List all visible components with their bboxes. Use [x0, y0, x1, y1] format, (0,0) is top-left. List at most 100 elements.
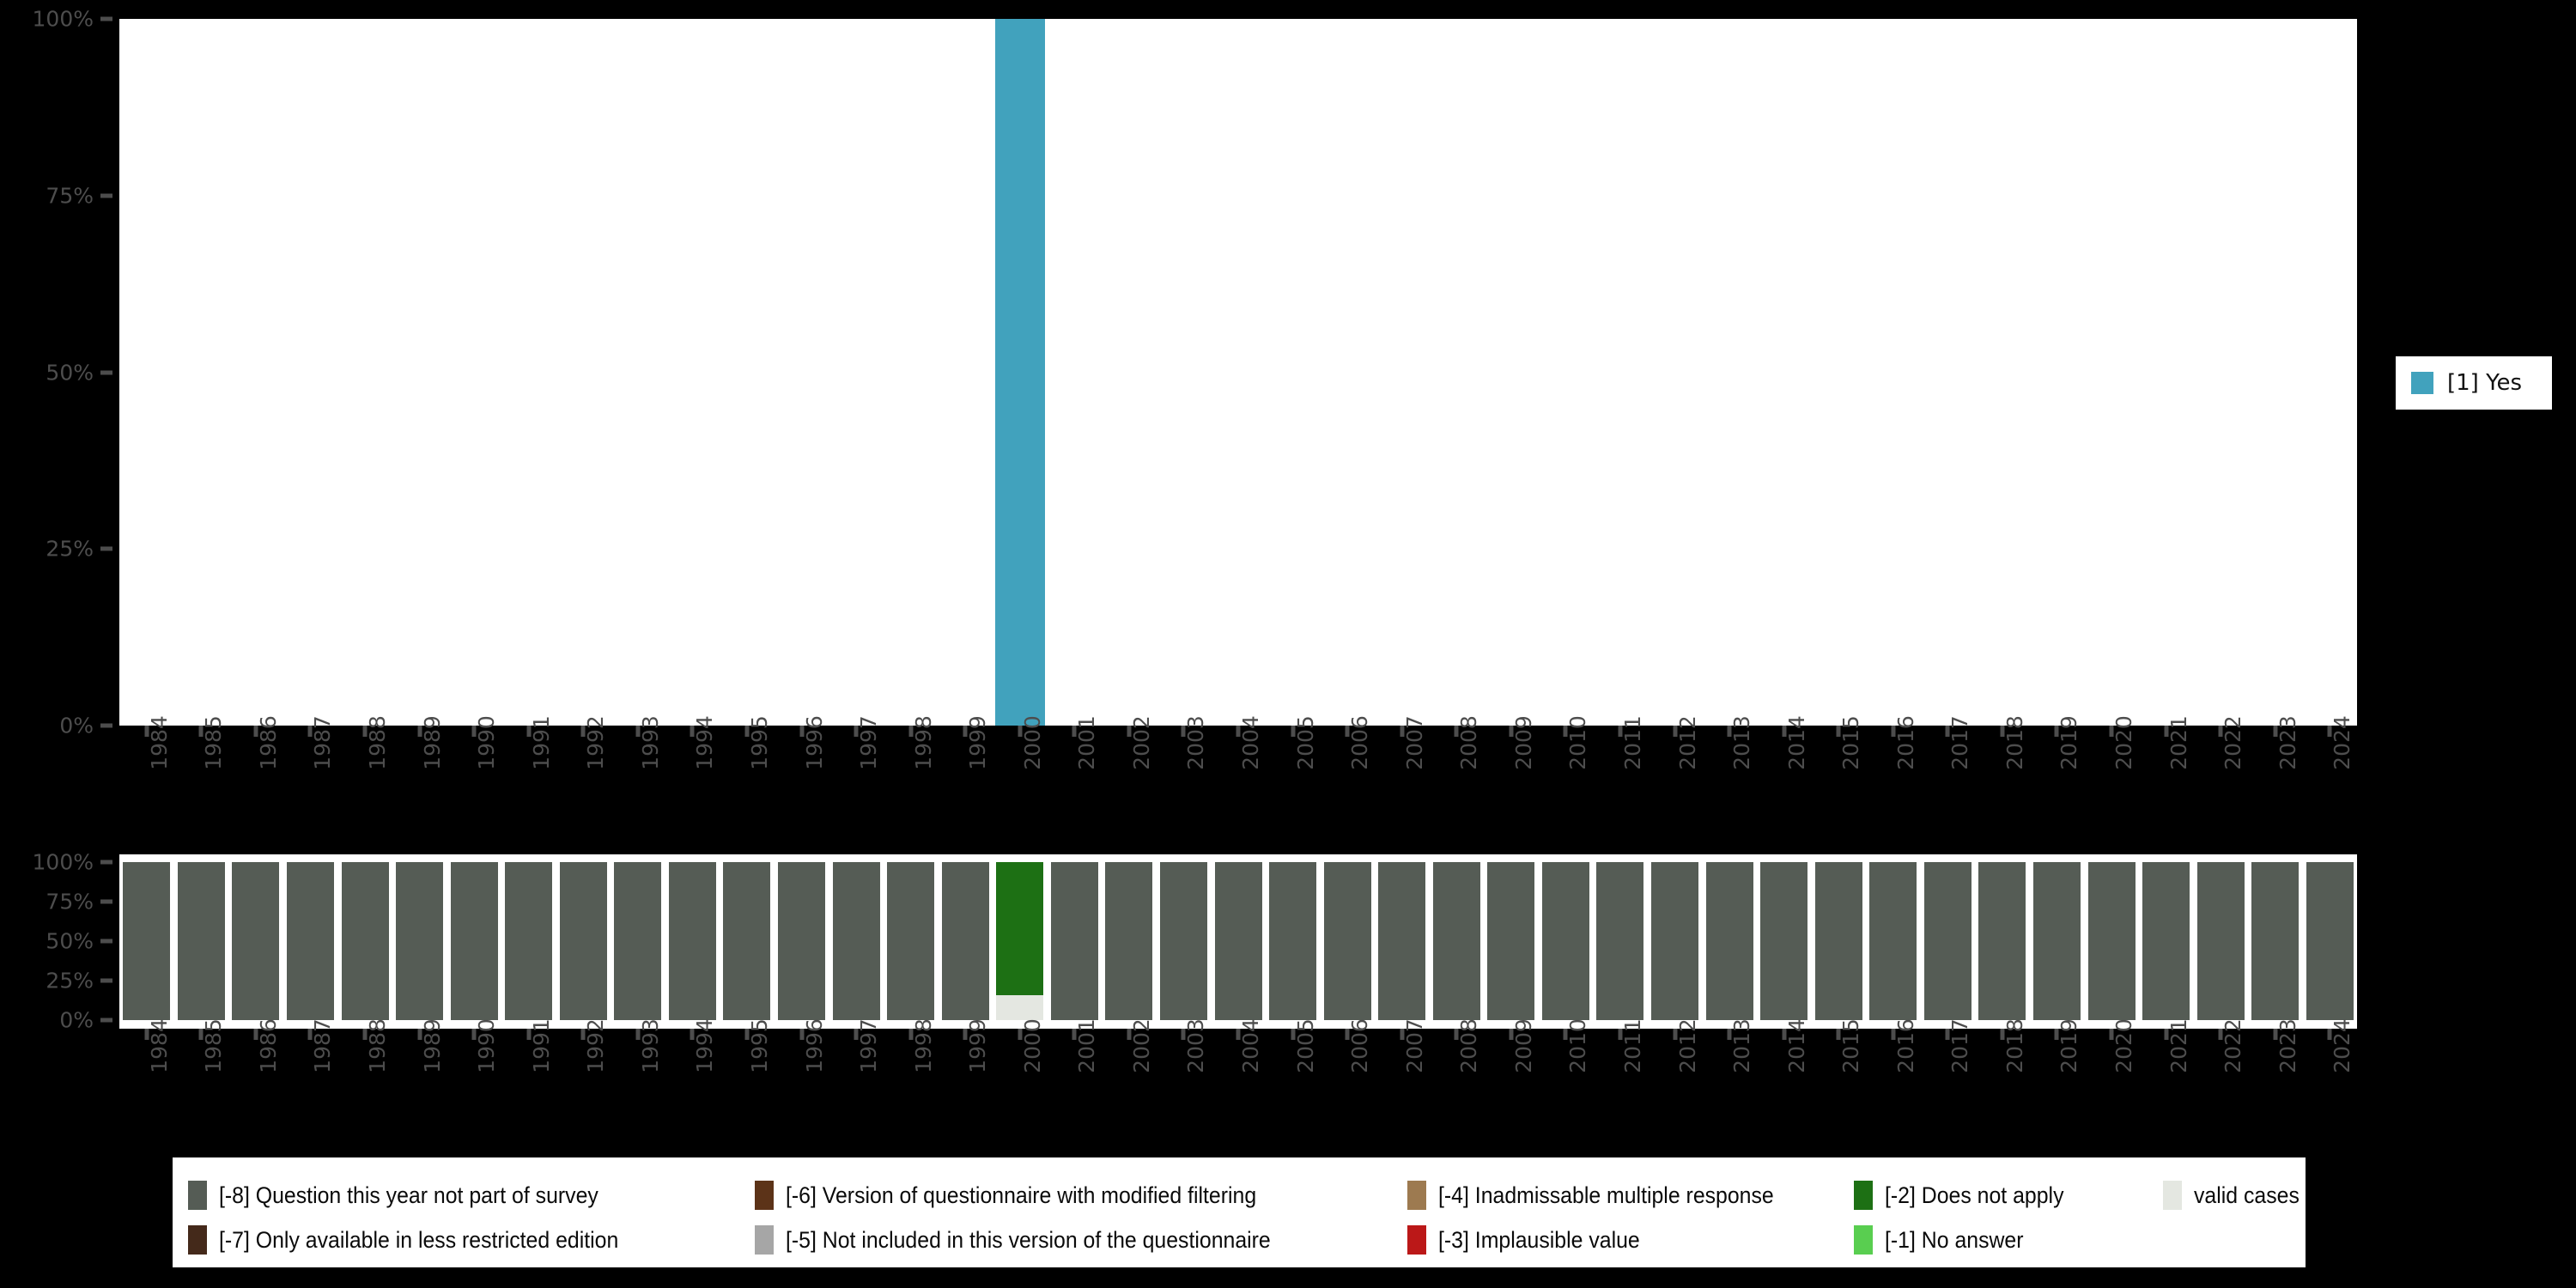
missing-chart-x-tick-label: 2004 [1238, 1018, 1264, 1073]
missing-chart-x-slot: 2009 [1484, 1018, 1539, 1153]
main-chart-x-tick-mark [854, 726, 859, 737]
missing-chart-x-tick-label: 2013 [1729, 1018, 1755, 1073]
legend-item--7[interactable]: [-7] Only available in less restricted e… [188, 1225, 755, 1255]
missing-bar-stack[interactable] [1269, 862, 1317, 1020]
missing-bar-stack[interactable] [1869, 862, 1917, 1020]
missing-bar-stack[interactable] [1814, 862, 1862, 1020]
missing-bar-stack[interactable] [614, 862, 662, 1020]
main-chart-x-slot: 1992 [556, 715, 611, 859]
missing-bar-stack[interactable] [2087, 862, 2136, 1020]
main-bar-slot [1648, 19, 1703, 726]
main-bar-slot [993, 19, 1048, 726]
missing-bar-segment [505, 862, 553, 1020]
main-chart-x-tick-mark [1072, 726, 1077, 737]
missing-bar-stack[interactable] [723, 862, 771, 1020]
missing-bar-stack[interactable] [832, 862, 880, 1020]
legend-item--4[interactable]: [-4] Inadmissable multiple response [1407, 1181, 1854, 1210]
missing-bar-stack[interactable] [1487, 862, 1535, 1020]
main-bar-slot [611, 19, 665, 726]
main-bar-slot [2139, 19, 2194, 726]
main-chart-x-tick-mark [963, 726, 968, 737]
missing-chart-x-tick-mark [908, 1029, 914, 1040]
missing-chart-x-slot: 1998 [884, 1018, 939, 1153]
missing-bar-stack[interactable] [2142, 862, 2190, 1020]
legend-swatch-yes [2411, 372, 2433, 394]
missing-bar-stack[interactable] [887, 862, 935, 1020]
missing-bar-stack[interactable] [778, 862, 826, 1020]
missing-bar-stack[interactable] [1432, 862, 1480, 1020]
missing-chart-x-tick-mark [1291, 1029, 1296, 1040]
main-chart-x-tick-label: 1988 [365, 715, 391, 770]
missing-bar-stack[interactable] [559, 862, 607, 1020]
main-bar-slot [1975, 19, 2030, 726]
legend-item--1[interactable]: [-1] No answer [1854, 1225, 2163, 1255]
missing-bar-stack[interactable] [1105, 862, 1153, 1020]
missing-bar-segment [2142, 862, 2190, 1020]
missing-bar-stack[interactable] [941, 862, 989, 1020]
missing-bar-stack[interactable] [2032, 862, 2081, 1020]
legend-label--7: [-7] Only available in less restricted e… [219, 1226, 619, 1253]
missing-bar-stack[interactable] [668, 862, 716, 1020]
missing-chart-x-tick-label: 2007 [1401, 1018, 1427, 1073]
main-y-tick-label: 25% [46, 536, 94, 562]
missing-bar-stack[interactable] [450, 862, 498, 1020]
missing-bar-stack[interactable] [2251, 862, 2300, 1020]
missing-bar-stack[interactable] [505, 862, 553, 1020]
missing-bar-stack[interactable] [1651, 862, 1699, 1020]
missing-chart-x-slot: 1989 [392, 1018, 447, 1153]
missing-codes-legend[interactable]: [-8] Question this year not part of surv… [173, 1157, 2306, 1267]
main-bar-slot [1157, 19, 1212, 726]
legend-item-valid[interactable]: valid cases [2163, 1181, 2318, 1210]
missing-chart-x-tick-mark [2109, 1029, 2114, 1040]
legend-item--6[interactable]: [-6] Version of questionnaire with modif… [755, 1181, 1407, 1210]
missing-bar-stack[interactable] [1705, 862, 1753, 1020]
missing-bar-stack[interactable] [123, 862, 171, 1020]
main-bar-slot [775, 19, 829, 726]
missing-bar-stack[interactable] [1923, 862, 1971, 1020]
missing-bar-stack[interactable] [1596, 862, 1644, 1020]
missing-bar-stack[interactable] [1214, 862, 1262, 1020]
missing-bar-segment [1596, 862, 1644, 1020]
main-chart-x-slot: 2002 [1102, 715, 1157, 859]
legend-item--5[interactable]: [-5] Not included in this version of the… [755, 1225, 1407, 1255]
missing-bar-stack[interactable] [177, 862, 225, 1020]
missing-bar-slot [1157, 854, 1212, 1029]
missing-chart-x-tick-label: 1984 [146, 1018, 172, 1073]
missing-bar-stack[interactable] [1050, 862, 1098, 1020]
missing-bar-stack[interactable] [996, 862, 1044, 1020]
main-chart-x-slot: 2006 [1320, 715, 1375, 859]
missing-bar-stack[interactable] [2196, 862, 2245, 1020]
missing-bar-stack[interactable] [2306, 862, 2354, 1020]
missing-chart-x-tick-label: 2001 [1074, 1018, 1100, 1073]
main-chart-x-tick-mark [580, 726, 586, 737]
missing-chart-x-tick-label: 2011 [1619, 1018, 1645, 1073]
main-chart-x-tick-mark [2218, 726, 2223, 737]
main-chart-x-tick-label: 2006 [1347, 715, 1373, 770]
missing-bar-stack[interactable] [1378, 862, 1426, 1020]
missing-bar-stack[interactable] [286, 862, 334, 1020]
main-chart-x-tick-label: 2024 [2330, 715, 2355, 770]
missing-bar-stack[interactable] [396, 862, 444, 1020]
missing-bar-slot [228, 854, 283, 1029]
missing-bar-stack[interactable] [1978, 862, 2026, 1020]
main-bar[interactable] [994, 19, 1045, 726]
main-chart-bars [119, 19, 2357, 726]
main-chart-x-tick-label: 1990 [474, 715, 500, 770]
legend-item--2[interactable]: [-2] Does not apply [1854, 1181, 2163, 1210]
missing-chart-x-tick-label: 2016 [1893, 1018, 1918, 1073]
main-y-tick-label: 0% [59, 713, 94, 738]
main-chart-x-tick-mark [2164, 726, 2169, 737]
legend-item--8[interactable]: [-8] Question this year not part of surv… [188, 1181, 755, 1210]
missing-bar-stack[interactable] [1159, 862, 1207, 1020]
missing-bar-stack[interactable] [341, 862, 389, 1020]
missing-bar-stack[interactable] [232, 862, 280, 1020]
missing-bar-slot [1648, 854, 1703, 1029]
missing-chart-x-slot: 2024 [2303, 1018, 2358, 1153]
main-chart-x-tick-mark [690, 726, 695, 737]
legend-item--3[interactable]: [-3] Implausible value [1407, 1225, 1854, 1255]
missing-bar-stack[interactable] [1760, 862, 1808, 1020]
main-chart-x-slot: 1989 [392, 715, 447, 859]
missing-bar-stack[interactable] [1323, 862, 1371, 1020]
series-legend[interactable]: [1] Yes [2396, 356, 2552, 410]
missing-bar-stack[interactable] [1541, 862, 1589, 1020]
